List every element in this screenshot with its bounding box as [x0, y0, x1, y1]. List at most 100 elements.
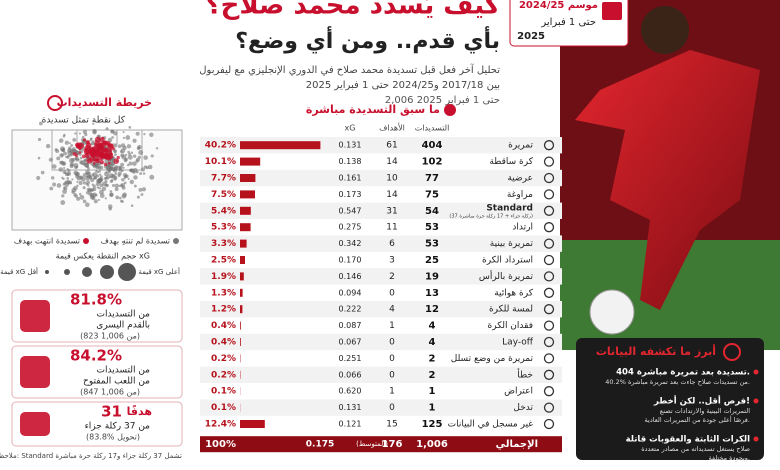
goal-dot — [92, 162, 96, 165]
stat-detail: (823 من 1,006) — [80, 332, 140, 341]
shot-dot — [81, 135, 85, 139]
shot-dot — [60, 146, 65, 152]
shot-dot — [155, 147, 159, 150]
goal-dot — [107, 161, 111, 165]
row-shots: 77 — [425, 173, 439, 184]
shot-dot — [127, 154, 133, 160]
shot-dot — [132, 154, 137, 158]
shot-dot — [68, 142, 71, 145]
shot-dot — [71, 178, 74, 181]
stat-text: من التسديدات — [97, 366, 151, 376]
row-percent: 0.4% — [211, 338, 236, 348]
row-icon — [543, 238, 555, 249]
row-label: تمريرة بالرأس — [479, 270, 534, 282]
shot-dot — [62, 189, 68, 194]
shot-dot — [76, 184, 79, 187]
row-shots: 102 — [422, 157, 443, 168]
shot-dot — [129, 179, 135, 185]
row-shots: 19 — [425, 271, 439, 282]
shot-dot — [40, 170, 45, 175]
row-icon — [543, 222, 555, 233]
row-shots: 1 — [429, 386, 436, 397]
stat-value: 81.8% — [70, 291, 122, 309]
shot-dot — [84, 202, 90, 208]
size-high: قيمة xG أعلى — [138, 267, 180, 276]
goal-dot — [106, 143, 111, 148]
shot-dot — [93, 176, 97, 180]
shot-dot — [84, 133, 88, 137]
insight-title: أبرز ما تكشفه البيانات — [596, 344, 716, 358]
row-icon — [543, 271, 555, 282]
row-xg: 0.161 — [339, 174, 362, 183]
percent-bar — [240, 223, 251, 232]
shot-dot — [79, 194, 85, 200]
shot-dot — [128, 126, 132, 129]
row-percent: 0.1% — [211, 403, 236, 413]
row-label: استرداد الكرة — [482, 256, 533, 266]
row-band — [200, 333, 562, 351]
row-shots: 4 — [429, 337, 436, 348]
legend-goal: تسديدة انتهت بهدف — [14, 237, 80, 246]
goal-dot — [96, 145, 101, 149]
shot-dot — [136, 195, 140, 199]
insight-bullet — [753, 369, 759, 375]
row-goals: 14 — [386, 190, 398, 200]
goal-dot — [78, 151, 82, 154]
shot-dot — [121, 178, 125, 182]
shot-dot — [87, 184, 90, 187]
shot-dot — [69, 164, 74, 169]
shot-dot — [117, 144, 122, 149]
shot-dot — [85, 180, 91, 185]
shot-dot — [62, 135, 66, 138]
table-title: ما سبق التسديدة مباشرة — [306, 103, 440, 116]
stat-text: من 37 ركلة جزاء — [85, 422, 151, 432]
shot-dot — [139, 172, 143, 175]
row-goals: 61 — [386, 141, 397, 151]
shot-dot — [105, 127, 109, 131]
shot-dot — [125, 135, 131, 140]
goal-dot — [101, 141, 107, 147]
row-icon — [543, 156, 555, 167]
shot-dot — [78, 132, 81, 135]
shot-dot — [114, 172, 118, 175]
shot-dot — [74, 194, 78, 198]
row-percent: 10.1% — [205, 157, 236, 167]
shot-dot — [92, 128, 97, 134]
shot-dot — [135, 131, 140, 136]
row-percent: 5.3% — [211, 223, 236, 233]
shot-dot — [114, 187, 119, 192]
shot-dot — [137, 144, 142, 150]
goal-dot — [112, 147, 116, 151]
shot-dot — [56, 156, 61, 161]
row-icon — [543, 304, 555, 315]
shot-dot — [121, 154, 127, 160]
row-band — [200, 169, 562, 187]
shot-dot — [55, 149, 60, 154]
row-percent: 7.7% — [211, 174, 236, 184]
row-xg: 0.131 — [339, 403, 362, 412]
shot-dot — [56, 183, 62, 188]
shot-dot — [45, 143, 51, 149]
shot-dot — [82, 199, 87, 204]
size-sample — [118, 263, 136, 281]
shot-dot — [67, 146, 72, 151]
percent-bar — [240, 157, 261, 166]
total-percent: 100% — [205, 439, 236, 450]
shot-dot — [121, 193, 127, 199]
row-goals: 0 — [389, 403, 395, 413]
shot-dot — [150, 154, 154, 158]
row-icon — [543, 353, 555, 364]
row-xg: 0.222 — [339, 305, 362, 314]
description: تحليل آخر فعل قبل تسديدة محمد صلاح في ال… — [199, 63, 500, 76]
shot-dot — [89, 139, 92, 142]
stat-card — [11, 345, 183, 399]
insight-heading: 404 تسديدة بعد تمريرة مباشرة. — [616, 368, 750, 378]
row-band — [200, 366, 562, 383]
total-label: الإجمالي — [496, 439, 538, 450]
row-icon — [543, 205, 555, 216]
shot-dot — [98, 170, 102, 173]
col-xg: xG — [345, 124, 356, 133]
row-label: ارتداد — [512, 223, 533, 233]
size-sample — [100, 265, 114, 279]
row-label: اعتراض — [504, 387, 533, 397]
